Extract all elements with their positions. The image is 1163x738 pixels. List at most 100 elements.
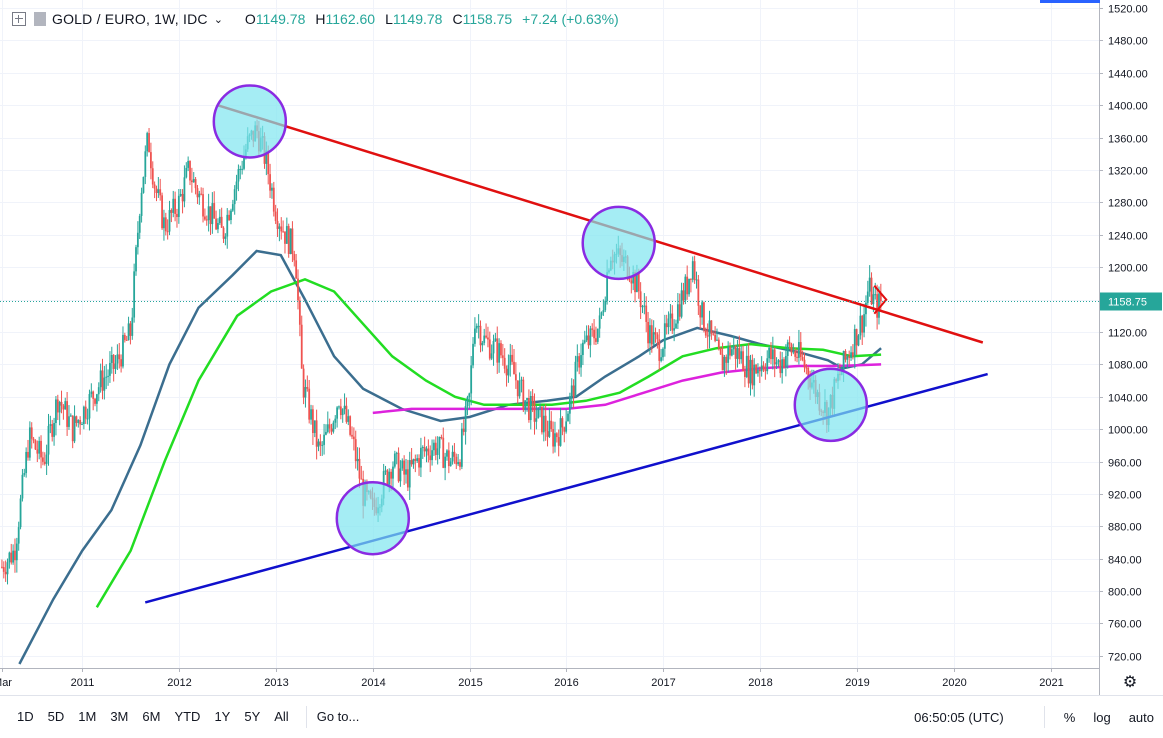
price-chart[interactable]: 720.00 760.00 800.00 840.00 880.00 920.00 960.… — [0, 0, 1163, 695]
gear-icon[interactable]: ⚙ — [1123, 674, 1137, 691]
candle-body — [714, 334, 717, 341]
y-tick-label: 720.00 — [1108, 652, 1142, 664]
candle-body — [844, 351, 847, 360]
candle-body — [174, 198, 177, 214]
ohlc-low-value: 1149.78 — [392, 11, 443, 27]
candle-body — [447, 450, 450, 467]
candle-body — [403, 460, 406, 475]
time-axis[interactable]: Mar 2011 2012 2013 2014 2015 2016 2017 2018 2019 2… — [0, 668, 1137, 691]
candle-body — [189, 160, 191, 181]
candle-body — [274, 211, 277, 221]
x-tick-label: 2021 — [1039, 677, 1063, 689]
clock[interactable]: 06:50:05 (UTC) — [914, 709, 1004, 725]
chart-area[interactable]: 720.00 760.00 800.00 840.00 880.00 920.00 960.… — [0, 0, 1163, 695]
candle-body — [570, 385, 573, 397]
candle-body — [159, 189, 162, 196]
candle-body — [660, 357, 663, 361]
range-3m-button[interactable]: 3M — [110, 709, 129, 724]
candle-body — [190, 180, 193, 183]
price-axis[interactable]: 720.00 760.00 800.00 840.00 880.00 920.00 960.… — [1099, 0, 1163, 695]
candle-body — [485, 335, 487, 338]
candle-body — [21, 474, 24, 499]
last-price-label: 1158.75 — [1108, 297, 1147, 309]
x-tick-label: 2012 — [167, 677, 191, 689]
candle-body — [464, 406, 467, 432]
candle-body — [295, 260, 298, 279]
candle-body — [563, 427, 566, 432]
candle-body — [872, 294, 875, 305]
candle-body — [470, 365, 473, 394]
candle-body — [235, 181, 238, 190]
candle-body — [591, 328, 594, 330]
candle-body — [580, 355, 582, 368]
candle-body — [323, 434, 325, 445]
candle-body — [747, 355, 750, 384]
candle-body — [652, 332, 655, 345]
candle-body — [801, 356, 804, 360]
range-1m-button[interactable]: 1M — [78, 709, 97, 724]
goto-button[interactable]: Go to... — [316, 709, 360, 724]
symbol-title[interactable]: GOLD / EURO, 1W, IDC — [52, 11, 208, 27]
expand-icon[interactable] — [12, 12, 26, 26]
candle-body — [163, 217, 165, 229]
candle-body — [511, 354, 514, 362]
candle-body — [699, 305, 702, 318]
candle-body — [719, 348, 722, 355]
candle-body — [645, 305, 648, 322]
y-tick-label: 880.00 — [1108, 522, 1142, 534]
candle-body — [418, 458, 420, 468]
candle-body — [86, 418, 89, 420]
candle-body — [790, 344, 793, 353]
candle-body — [47, 425, 50, 455]
candle-body — [567, 413, 569, 422]
candle-body — [157, 189, 160, 194]
candle-body — [267, 150, 270, 175]
y-tick-label: 1040.00 — [1108, 393, 1148, 405]
range-5y-button[interactable]: 5Y — [244, 709, 261, 724]
candle-body — [328, 424, 331, 429]
candle-body — [446, 450, 448, 457]
log-scale-button[interactable]: log — [1093, 709, 1111, 725]
candle-body — [284, 231, 286, 244]
range-ytd-button[interactable]: YTD — [174, 709, 201, 724]
candle-body — [388, 471, 391, 485]
candle-body — [319, 441, 322, 446]
candle-body — [850, 352, 852, 358]
candle-body — [66, 401, 69, 427]
range-5d-button[interactable]: 5D — [47, 709, 65, 724]
y-tick-label: 960.00 — [1108, 458, 1142, 470]
candle-body — [352, 436, 355, 440]
candle-body — [678, 304, 681, 317]
candle-body — [231, 204, 234, 211]
candle-body — [155, 188, 158, 194]
candle-body — [786, 342, 789, 356]
ohlc-close: C1158.75 — [452, 11, 512, 27]
candle-body — [136, 232, 139, 248]
range-all-button[interactable]: All — [274, 709, 289, 724]
ohlc-open-value: 1149.78 — [255, 11, 306, 27]
candle-body — [144, 151, 147, 177]
candle-body — [51, 424, 54, 437]
candle-body — [583, 340, 586, 343]
candle-body — [500, 343, 502, 356]
range-1y-button[interactable]: 1Y — [214, 709, 231, 724]
candle-body — [354, 439, 357, 462]
highlight-circle — [581, 205, 656, 281]
candle-body — [751, 359, 754, 386]
candle-body — [313, 420, 316, 434]
auto-scale-button[interactable]: auto — [1128, 709, 1154, 725]
candle-body — [671, 313, 674, 331]
candle-body — [853, 329, 856, 357]
candle-body — [561, 418, 564, 428]
range-6m-button[interactable]: 6M — [142, 709, 161, 724]
candle-body — [488, 339, 491, 359]
percent-scale-button[interactable]: % — [1063, 709, 1076, 725]
range-1d-button[interactable]: 1D — [17, 709, 34, 724]
candle-body — [868, 277, 871, 292]
y-tick-label: 1360.00 — [1108, 134, 1148, 146]
chevron-down-icon[interactable]: ⌄ — [213, 13, 223, 26]
candle-body — [848, 356, 851, 358]
candle-body — [334, 418, 337, 423]
candle-body — [596, 328, 599, 342]
candle-body — [55, 399, 57, 423]
